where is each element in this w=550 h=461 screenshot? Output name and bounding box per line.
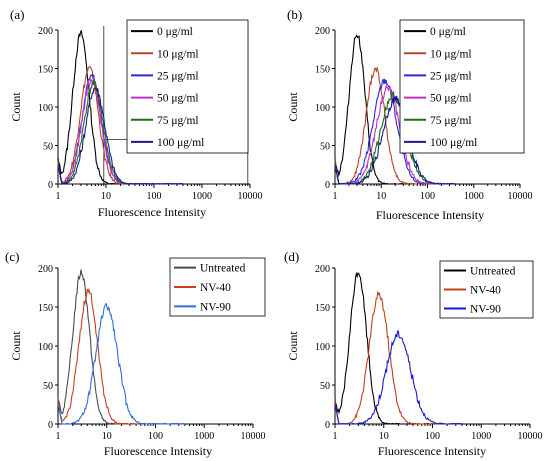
y-axis-label: Count: [286, 92, 300, 122]
y-tick-label: 200: [315, 26, 330, 37]
y-tick-label: 0: [325, 180, 330, 191]
y-tick-label: 150: [38, 303, 53, 314]
y-tick-label: 50: [320, 381, 330, 392]
y-tick-label: 150: [315, 303, 330, 314]
legend-entry: NV-40: [470, 285, 501, 297]
x-tick-label: 1000: [471, 431, 491, 442]
x-axis-label: Fluorescence Intensity: [98, 205, 206, 219]
legend-entry: 10 μg/ml: [157, 48, 199, 60]
y-tick-label: 50: [43, 142, 53, 153]
y-tick-label: 200: [315, 264, 330, 275]
y-tick-label: 100: [315, 103, 330, 114]
legend-entry: 0 μg/ml: [157, 26, 193, 38]
x-tick-label: 100: [148, 431, 163, 442]
x-tick-label: 10000: [241, 431, 266, 442]
x-tick-label: 10000: [518, 431, 543, 442]
y-axis-label: Count: [286, 331, 300, 361]
legend-entry: 100 μg/ml: [157, 137, 204, 149]
x-tick-label: 100: [425, 431, 440, 442]
legend-entry: 50 μg/ml: [157, 93, 199, 105]
legend-entry: 100 μg/ml: [430, 137, 477, 149]
legend: 0 μg/ml 10 μg/ml 25 μg/ml 50 μg/ml 75 μg/ml 1…: [126, 19, 249, 154]
series-line: [57, 87, 184, 185]
x-tick-label: 10: [101, 191, 111, 202]
y-tick-label: 100: [38, 342, 53, 353]
y-tick-label: 0: [48, 420, 53, 431]
legend-entry: NV-40: [200, 282, 231, 294]
legend-entry: Untreated: [470, 266, 516, 278]
y-tick-label: 50: [320, 142, 330, 153]
legend: Untreated NV-40 NV-90: [439, 260, 534, 319]
x-tick-label: 1000: [192, 191, 212, 202]
x-tick-label: 1: [56, 191, 61, 202]
series-line: [57, 302, 185, 425]
chart-panel: (c) 0 50 100 150 200 1 10 100 1000 10000 Fluorescen…: [5, 249, 266, 458]
y-tick-label: 200: [38, 264, 53, 275]
series-line: [334, 95, 456, 185]
legend-entry: 25 μg/ml: [157, 70, 199, 82]
legend-entry: 25 μg/ml: [430, 70, 472, 82]
x-tick-label: 1: [333, 431, 338, 442]
x-tick-label: 1000: [194, 431, 214, 442]
chart-panel: (d) 0 50 100 150 200 1 10 100 1000 10000 Fluorescen…: [284, 249, 543, 458]
legend-box: [126, 19, 249, 154]
y-tick-label: 200: [38, 26, 53, 37]
chart-panel: (b) 0 50 100 150 200 1 10 100 1000 10000 Fluorescen…: [286, 7, 533, 222]
x-axis-label: Fluorescence Intensity: [378, 444, 486, 458]
x-axis-label: Fluorescence Intensity: [376, 208, 484, 222]
y-tick-label: 150: [38, 65, 53, 76]
x-tick-label: 10000: [238, 191, 263, 202]
x-tick-label: 100: [420, 191, 435, 202]
panel-label: (b): [287, 7, 302, 22]
legend-entry: NV-90: [200, 301, 231, 313]
y-tick-label: 50: [43, 381, 53, 392]
legend-box: [399, 19, 525, 154]
legend-entry: NV-90: [470, 304, 501, 316]
legend-entry: 50 μg/ml: [430, 93, 472, 105]
x-tick-label: 10: [379, 431, 389, 442]
legend: Untreated NV-40 NV-90: [169, 257, 266, 317]
legend-entry: 0 μg/ml: [430, 26, 466, 38]
series-line: [57, 287, 185, 425]
legend-entry: Untreated: [200, 263, 246, 275]
x-tick-label: 1: [333, 191, 338, 202]
chart-panel: (a) 0 50 100 150 200 1 10 100 1000 10000 Fluorescen…: [9, 7, 263, 219]
x-tick-label: 10: [102, 431, 112, 442]
panel-label: (a): [10, 7, 24, 22]
legend-entry: 10 μg/ml: [430, 48, 472, 60]
x-tick-label: 10: [376, 191, 386, 202]
x-tick-label: 1000: [464, 191, 484, 202]
y-axis-label: Count: [9, 331, 23, 361]
y-tick-label: 150: [315, 65, 330, 76]
y-tick-label: 0: [48, 180, 53, 191]
legend-entry: 75 μg/ml: [430, 115, 472, 127]
series-line: [334, 330, 462, 425]
x-axis-label: Fluorescence Intensity: [104, 444, 212, 458]
y-tick-label: 100: [315, 342, 330, 353]
legend-entry: 75 μg/ml: [157, 115, 199, 127]
x-tick-label: 1: [56, 431, 61, 442]
y-axis-label: Count: [9, 92, 23, 122]
panel-label: (c): [5, 249, 19, 264]
y-tick-label: 0: [325, 420, 330, 431]
legend: 0 μg/ml 10 μg/ml 25 μg/ml 50 μg/ml 75 μg/ml 1…: [399, 19, 525, 154]
series-line: [57, 269, 185, 425]
x-tick-label: 100: [147, 191, 162, 202]
panel-label: (d): [284, 249, 299, 264]
x-tick-label: 10000: [508, 191, 533, 202]
y-tick-label: 100: [38, 103, 53, 114]
